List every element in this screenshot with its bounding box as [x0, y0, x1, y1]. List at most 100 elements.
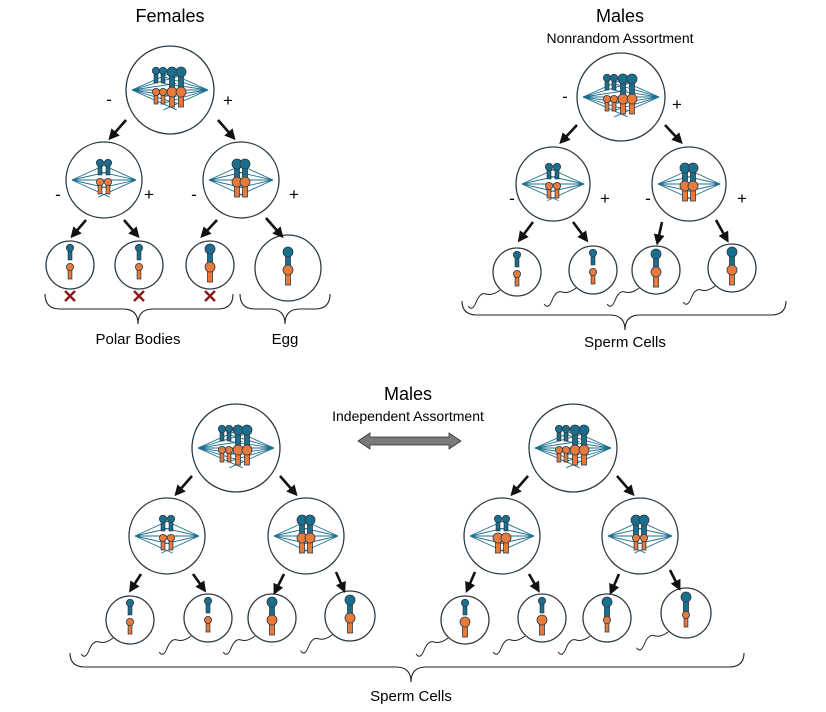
minus-sign: - [562, 87, 568, 106]
chromosome-icon [158, 514, 167, 532]
chromosome-icon [650, 266, 662, 288]
chromosome-icon [538, 596, 547, 614]
chromosome-icon [204, 243, 216, 265]
sperm-cell [300, 590, 376, 654]
egg-brace [239, 293, 331, 325]
chromosome-icon [513, 250, 522, 268]
double-arrow-icon [357, 432, 462, 450]
secondary-cell [601, 497, 679, 575]
chromosome-icon [204, 261, 216, 283]
arrow-icon [123, 219, 140, 239]
chromosome-icon [134, 243, 143, 261]
plus-sign: + [223, 91, 233, 110]
chromosome-icon [603, 616, 612, 633]
chromosome-icon [344, 594, 356, 616]
plus-sign: + [600, 189, 610, 208]
minus-sign: - [509, 189, 515, 208]
chromosome-icon [687, 180, 699, 202]
minus-sign: - [645, 189, 651, 208]
chromosome-icon [232, 444, 244, 466]
chromosome-icon [553, 181, 562, 199]
chromosome-icon [513, 269, 522, 287]
chromosome-icon [134, 262, 143, 280]
sperm-cell [80, 595, 155, 657]
chromosome-icon [626, 93, 638, 115]
males-independent-subtitle: Independent Assortment [332, 408, 484, 424]
chromosome-icon [224, 445, 233, 463]
arrow-icon [668, 569, 681, 591]
arrow-icon [334, 571, 346, 594]
parent-cell [576, 52, 666, 142]
gamete-cell [45, 240, 95, 302]
chromosome-icon [158, 88, 167, 105]
chromosome-icon [96, 177, 105, 195]
chromosome-icon [500, 532, 512, 554]
chromosome-icon [296, 532, 308, 554]
chromosome-icon [96, 158, 105, 176]
males-nonrandom-subtitle: Nonrandom Assortment [546, 30, 693, 46]
arrow-icon [510, 475, 529, 497]
chromosome-icon [217, 424, 226, 442]
sperm-cell [492, 593, 567, 655]
secondary-cell [65, 141, 143, 219]
minus-sign: - [106, 90, 112, 109]
chromosome-icon [344, 612, 356, 634]
sperm-cell [636, 587, 712, 651]
secondary-cell [651, 146, 727, 222]
chromosome-icon [304, 532, 316, 554]
chromosome-icon [266, 614, 278, 636]
chromosome-icon [650, 248, 662, 270]
arrow-icon [517, 221, 535, 243]
chromosome-icon [224, 424, 233, 442]
chromosome-icon [203, 596, 212, 614]
chromosome-icon [545, 162, 554, 180]
parent-cell [125, 45, 215, 135]
chromosome-icon [175, 86, 187, 108]
chromosome-icon [578, 424, 590, 446]
arrow-icon [664, 124, 683, 144]
gamete-cell [254, 234, 322, 302]
chromosome-icon [104, 177, 113, 195]
plus-sign: + [289, 185, 299, 204]
arrow-icon [217, 119, 236, 141]
minus-sign: - [55, 185, 61, 204]
secondary-cell [515, 146, 591, 222]
arrow-icon [191, 573, 207, 593]
sperm-cell [543, 245, 618, 307]
chromosome-icon [241, 424, 253, 446]
arrow-icon [609, 573, 621, 596]
arrow-icon [527, 573, 540, 593]
arrow-icon [200, 219, 218, 239]
chromosome-icon [239, 176, 251, 198]
males-independent-title: Males [384, 384, 432, 404]
chromosome-icon [562, 424, 571, 442]
chromosome-icon [682, 611, 691, 628]
arrow-icon [174, 475, 193, 497]
plus-sign: + [672, 95, 682, 114]
sperm-cells-bottom-label: Sperm Cells [370, 688, 452, 705]
chromosome-icon [166, 514, 175, 532]
chromosome-icon [553, 162, 562, 180]
arrow-icon [265, 217, 284, 239]
arrow-icon [571, 221, 589, 243]
egg-label: Egg [272, 331, 299, 348]
sperm-cell [415, 595, 490, 657]
chromosome-icon [632, 534, 641, 551]
chromosome-icon [630, 514, 642, 536]
chromosome-icon [555, 424, 564, 442]
chromosome-icon [569, 424, 581, 446]
arrow-icon [653, 221, 665, 246]
parent-cell [191, 403, 281, 493]
chromosome-icon [126, 598, 135, 616]
secondary-cell [463, 497, 541, 575]
gamete-cell [114, 240, 164, 302]
chromosome-icon [726, 264, 738, 286]
arrow-icon [616, 475, 635, 497]
x-mark-icon [64, 290, 76, 302]
chromosome-icon [545, 181, 554, 199]
cells-layer [45, 45, 757, 657]
plus-sign: + [144, 185, 154, 204]
x-mark-icon [133, 290, 145, 302]
chromosome-icon [460, 598, 469, 616]
chromosome-icon [239, 158, 251, 180]
